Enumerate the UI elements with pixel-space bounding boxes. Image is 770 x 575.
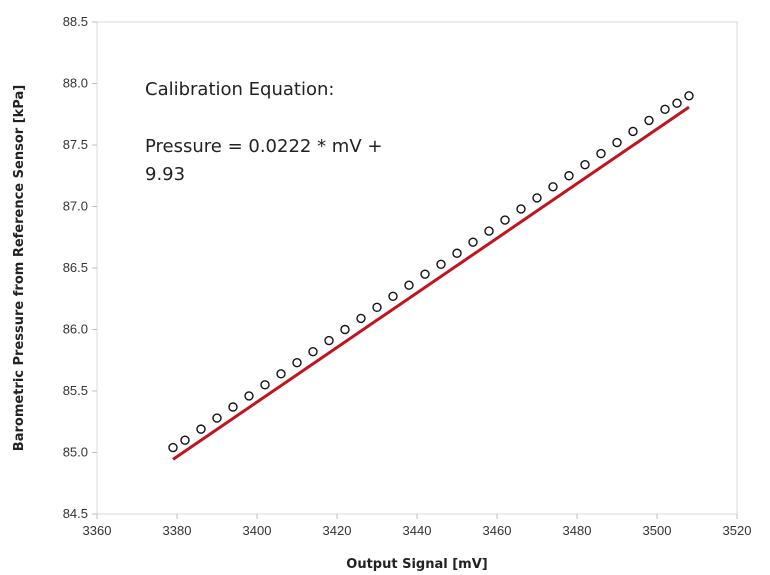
y-axis: 84.5 85.0 85.5 86.0 86.5 87.0 87.5 88.0 88.5	[63, 14, 97, 521]
annotation-heading: Calibration Equation:	[145, 79, 334, 100]
data-point	[212, 413, 222, 423]
data-point	[260, 380, 270, 390]
data-series	[168, 91, 694, 453]
data-point	[564, 171, 574, 181]
annotation-equation-line1: Pressure = 0.0222 * mV +	[145, 136, 382, 157]
data-point	[660, 104, 670, 115]
data-point	[340, 324, 350, 335]
data-point	[452, 248, 462, 258]
data-point	[516, 204, 526, 214]
data-point	[356, 313, 366, 324]
data-point	[612, 137, 622, 148]
data-point	[436, 259, 446, 270]
data-point	[292, 358, 302, 368]
data-point	[596, 148, 606, 159]
data-point	[628, 126, 638, 137]
x-tick-label: 3380	[163, 523, 192, 538]
x-tick-label: 3520	[723, 523, 752, 538]
y-tick-label: 85.5	[63, 383, 88, 398]
data-point	[684, 91, 694, 101]
data-point	[196, 424, 206, 434]
data-point	[180, 435, 190, 445]
data-point	[324, 335, 334, 346]
y-tick-label: 84.5	[63, 506, 88, 521]
x-axis: 3360 3380 3400 3420 3440 3460 3480 3500 3520	[83, 514, 752, 538]
data-point	[308, 346, 318, 357]
x-axis-title: Output Signal [mV]	[346, 557, 487, 572]
data-point	[420, 269, 430, 279]
y-tick-label: 88.0	[63, 76, 88, 91]
y-tick-label: 85.0	[63, 445, 88, 460]
x-tick-label: 3440	[403, 523, 432, 538]
x-tick-label: 3460	[483, 523, 512, 538]
data-point	[388, 291, 398, 301]
y-tick-label: 87.5	[63, 137, 88, 152]
data-point	[404, 280, 414, 290]
y-tick-label: 86.0	[63, 322, 88, 337]
y-tick-label: 86.5	[63, 260, 88, 275]
data-point	[484, 226, 494, 236]
data-point	[468, 237, 478, 247]
x-tick-label: 3480	[563, 523, 592, 538]
y-axis-title: Barometric Pressure from Reference Senso…	[12, 85, 27, 451]
data-point	[168, 442, 178, 453]
data-point	[276, 369, 286, 379]
x-tick-label: 3420	[323, 523, 352, 538]
calibration-fit-line	[172, 105, 690, 461]
data-point	[672, 98, 682, 108]
data-point	[228, 402, 238, 412]
data-point	[500, 215, 510, 225]
annotation-equation-line2: 9.93	[145, 164, 185, 185]
data-point	[532, 193, 542, 203]
data-point	[580, 159, 590, 170]
data-point	[548, 182, 558, 192]
data-point	[244, 391, 254, 401]
y-tick-label: 87.0	[63, 199, 88, 214]
data-point	[372, 302, 382, 313]
y-tick-label: 88.5	[63, 14, 88, 29]
x-tick-label: 3500	[643, 523, 672, 538]
x-tick-label: 3400	[243, 523, 272, 538]
x-tick-label: 3360	[83, 523, 112, 538]
data-point	[644, 115, 654, 126]
